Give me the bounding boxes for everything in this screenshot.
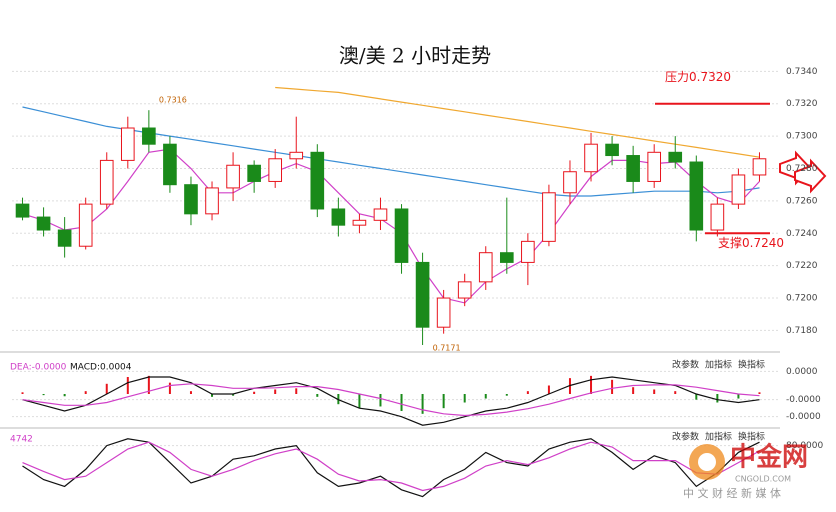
indicator-button[interactable]: 改参数 <box>672 359 699 371</box>
y-tick-label: 80.0000 <box>786 441 823 451</box>
support-label: 支撑0.7240 <box>718 235 784 250</box>
candle-body <box>78 203 93 247</box>
indicator-label: DEA:-0.0000 <box>10 363 67 373</box>
y-tick-label: 0.7280 <box>786 164 818 174</box>
resistance-label: 压力0.7320 <box>665 70 731 84</box>
candle-body <box>226 164 240 189</box>
y-tick-label: -0.0000 <box>786 395 821 405</box>
indicator-line <box>22 383 760 417</box>
candle-body <box>247 164 261 182</box>
candle-body <box>331 208 346 226</box>
candle-body <box>352 219 367 226</box>
watermark: 中金网 CNGOLD.COM 中 文 财 经 新 媒 体 <box>683 442 808 501</box>
candle-body <box>310 151 325 210</box>
candle-body <box>205 187 219 215</box>
chart-title: 澳/美 2 小时走势 <box>339 44 491 68</box>
indicator-button[interactable]: 换指标 <box>738 431 765 443</box>
candle-body <box>689 161 704 231</box>
candle-body <box>36 216 51 231</box>
candle-body <box>184 184 198 215</box>
candle-body <box>373 208 388 221</box>
candle-body <box>268 158 283 182</box>
candle-body <box>163 143 177 186</box>
candle-body <box>415 261 430 328</box>
candle-body <box>731 174 746 205</box>
candle-body <box>289 151 304 160</box>
candle-body <box>436 297 451 328</box>
indicator-button[interactable]: 加指标 <box>705 431 732 443</box>
candle-body <box>710 203 725 231</box>
candle-body <box>142 127 156 145</box>
candle-body <box>394 208 409 263</box>
low-label: 0.7171 <box>433 344 461 353</box>
candle-body <box>563 171 577 194</box>
watermark-logo <box>698 453 716 471</box>
indicator-label: 4742 <box>10 435 33 445</box>
y-tick-label: 0.7180 <box>786 326 818 336</box>
y-tick-label: 0.7220 <box>786 261 818 271</box>
candle-body <box>626 155 640 182</box>
y-tick-label: 0.7300 <box>786 132 818 142</box>
candle-body <box>120 127 135 161</box>
indicator-label: MACD:0.0004 <box>70 363 132 373</box>
high-label: 0.7316 <box>159 96 187 105</box>
candle-body <box>499 252 514 263</box>
indicator-button[interactable]: 换指标 <box>738 359 765 371</box>
y-tick-label: 0.7320 <box>786 99 818 109</box>
candle-body <box>15 203 30 218</box>
candle-body <box>478 252 493 283</box>
candle-body <box>584 143 598 173</box>
candle-body <box>99 159 114 205</box>
indicator-line <box>22 376 760 426</box>
indicator-line <box>22 438 760 498</box>
candle-body <box>605 143 619 157</box>
candle-body <box>542 192 556 242</box>
y-tick-label: 0.0000 <box>786 367 818 377</box>
watermark-name: 中金网 <box>730 442 808 473</box>
watermark-site: CNGOLD.COM <box>735 475 791 484</box>
candle-body <box>752 158 767 176</box>
y-tick-label: 0.7200 <box>786 294 818 304</box>
candle-body <box>668 151 683 163</box>
candle-body <box>647 151 662 182</box>
y-tick-label: 0.7240 <box>786 229 818 239</box>
arrow-icon <box>794 158 827 194</box>
candle-body <box>521 240 535 263</box>
candle-body <box>57 229 72 247</box>
candle-body <box>457 281 472 299</box>
y-tick-label: 0.7340 <box>786 67 818 77</box>
y-tick-label: -0.0000 <box>786 412 821 422</box>
indicator-line <box>275 86 760 158</box>
indicator-button[interactable]: 改参数 <box>672 431 699 443</box>
watermark-slogan: 中 文 财 经 新 媒 体 <box>683 486 781 500</box>
indicator-button[interactable]: 加指标 <box>705 359 732 371</box>
indicator-line <box>22 441 760 492</box>
y-tick-label: 0.7260 <box>786 196 818 206</box>
